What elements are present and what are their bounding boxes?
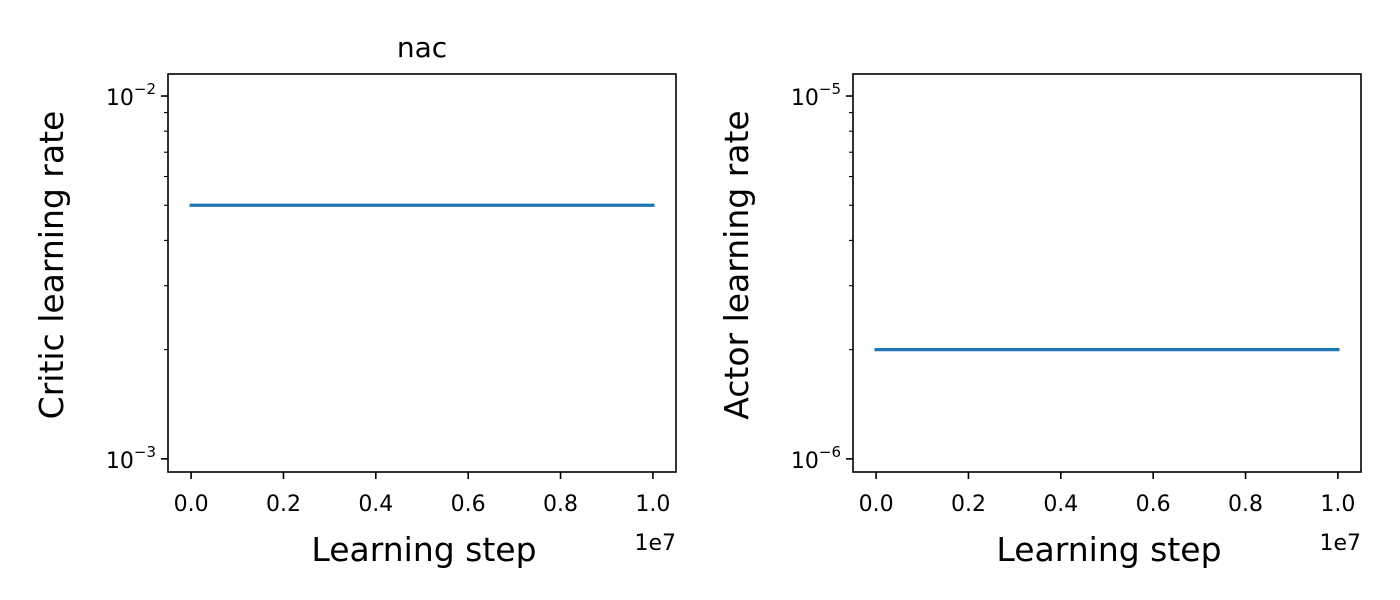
x-tick-label: 0.0 xyxy=(859,492,894,517)
y-tick-exponent: −3 xyxy=(134,443,156,461)
x-tick-label: 0.6 xyxy=(451,492,486,517)
actor-y-axis-label: Actor learning rate xyxy=(717,110,756,419)
actor-x-offset-text: 1e7 xyxy=(1319,531,1361,556)
x-tick-label: 0.6 xyxy=(1136,492,1171,517)
critic-x-axis-label: Learning step xyxy=(311,530,536,569)
y-tick-base: 10 xyxy=(791,449,819,474)
y-tick-base: 10 xyxy=(106,449,134,474)
y-tick-exponent: −6 xyxy=(819,443,841,461)
critic-y-axis-label: Critic learning rate xyxy=(32,111,71,420)
x-tick-label: 0.4 xyxy=(358,492,393,517)
critic-chart-title: nac xyxy=(397,31,447,64)
x-tick-label: 0.0 xyxy=(174,492,209,517)
critic-plot-frame xyxy=(167,73,677,473)
y-tick-label: 10−6 xyxy=(791,443,841,474)
y-tick-exponent: −2 xyxy=(134,80,156,98)
y-tick-label: 10−2 xyxy=(106,80,156,111)
x-tick-label: 0.2 xyxy=(951,492,986,517)
y-tick-base: 10 xyxy=(791,86,819,111)
x-tick-label: 1.0 xyxy=(1320,492,1355,517)
actor-x-axis-label: Learning step xyxy=(996,530,1221,569)
y-tick-label: 10−5 xyxy=(791,80,841,111)
critic-x-offset-text: 1e7 xyxy=(634,531,676,556)
y-tick-base: 10 xyxy=(106,86,134,111)
x-tick-label: 0.8 xyxy=(543,492,578,517)
x-tick-label: 0.4 xyxy=(1043,492,1078,517)
actor-plot-frame xyxy=(852,73,1362,473)
y-tick-exponent: −5 xyxy=(819,80,841,98)
x-tick-label: 0.2 xyxy=(266,492,301,517)
y-tick-label: 10−3 xyxy=(106,443,156,474)
x-tick-label: 0.8 xyxy=(1228,492,1263,517)
x-tick-label: 1.0 xyxy=(635,492,670,517)
